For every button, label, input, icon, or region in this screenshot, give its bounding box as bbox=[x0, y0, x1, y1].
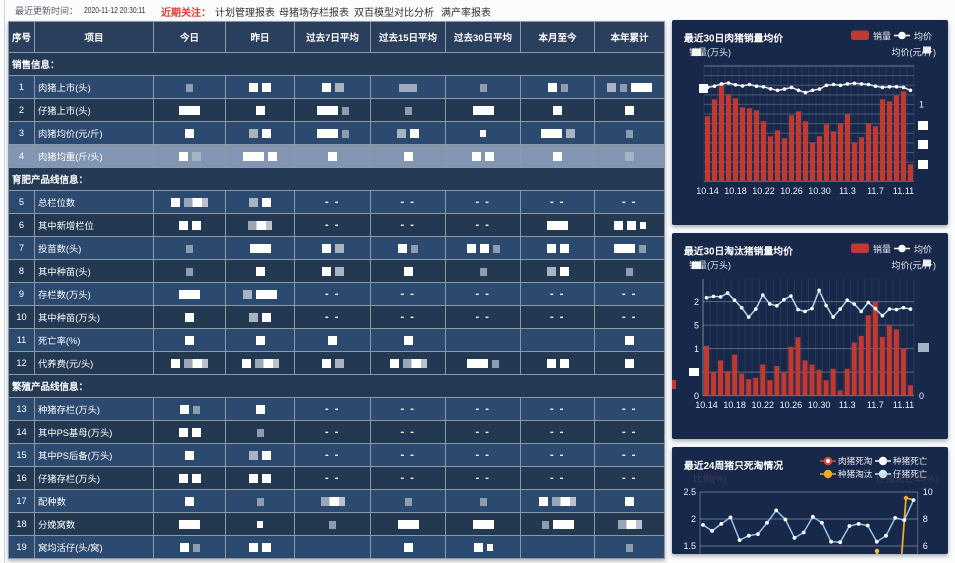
svg-text:10.30: 10.30 bbox=[808, 186, 831, 196]
svg-text:最近30日淘汰猪销量均价: 最近30日淘汰猪销量均价 bbox=[684, 245, 793, 258]
svg-text:0: 0 bbox=[694, 391, 699, 401]
svg-text:均价(元/斤): 均价(元/斤) bbox=[892, 47, 937, 58]
svg-text:10.30: 10.30 bbox=[808, 400, 831, 410]
svg-text:10.14: 10.14 bbox=[695, 400, 718, 410]
svg-text:肉猪死淘: 肉猪死淘 bbox=[838, 455, 872, 466]
svg-text:10.22: 10.22 bbox=[752, 186, 775, 196]
svg-text:10: 10 bbox=[923, 487, 933, 497]
svg-text:11.3: 11.3 bbox=[839, 186, 856, 196]
svg-text:11.11: 11.11 bbox=[893, 186, 914, 196]
svg-text:10.18: 10.18 bbox=[723, 400, 746, 410]
svg-text:10.18: 10.18 bbox=[724, 186, 747, 196]
svg-text:6: 6 bbox=[923, 541, 928, 551]
svg-text:最近30日肉猪销量均价: 最近30日肉猪销量均价 bbox=[684, 32, 783, 45]
svg-text:仔猪死亡: 仔猪死亡 bbox=[893, 468, 928, 479]
svg-text:均价: 均价 bbox=[914, 31, 932, 42]
svg-text:10.26: 10.26 bbox=[780, 186, 803, 196]
svg-text:销量: 销量 bbox=[873, 244, 891, 255]
svg-text:0: 0 bbox=[919, 391, 924, 401]
svg-text:最近24周猪只死淘情况: 最近24周猪只死淘情况 bbox=[684, 459, 783, 472]
svg-text:11.11: 11.11 bbox=[893, 400, 914, 410]
svg-text:均价(元/斤): 均价(元/斤) bbox=[892, 260, 937, 271]
svg-text:1: 1 bbox=[919, 100, 924, 110]
svg-text:仔猪死亡率(%): 仔猪死亡率(%) bbox=[876, 473, 938, 485]
svg-text:10.22: 10.22 bbox=[752, 400, 775, 410]
svg-text:销量(万头): 销量(万头) bbox=[689, 260, 731, 271]
svg-text:均价: 均价 bbox=[914, 244, 932, 255]
svg-text:10.14: 10.14 bbox=[696, 186, 719, 196]
svg-text:2.5: 2.5 bbox=[683, 487, 696, 497]
svg-text:5: 5 bbox=[694, 321, 699, 331]
svg-text:种猪淘汰: 种猪淘汰 bbox=[838, 468, 873, 479]
svg-text:1: 1 bbox=[694, 344, 699, 354]
svg-text:比例(%): 比例(%) bbox=[693, 473, 727, 485]
svg-text:种猪死亡: 种猪死亡 bbox=[893, 455, 928, 466]
svg-text:2: 2 bbox=[691, 514, 696, 524]
svg-text:销量(万头): 销量(万头) bbox=[689, 47, 731, 58]
svg-text:11.7: 11.7 bbox=[867, 400, 884, 410]
svg-text:销量: 销量 bbox=[873, 31, 891, 42]
svg-text:10.26: 10.26 bbox=[780, 400, 803, 410]
svg-text:1.5: 1.5 bbox=[683, 541, 696, 551]
svg-text:11.3: 11.3 bbox=[839, 400, 856, 410]
svg-text:11.7: 11.7 bbox=[867, 186, 884, 196]
svg-text:2: 2 bbox=[694, 297, 699, 307]
svg-text:8: 8 bbox=[923, 514, 928, 524]
